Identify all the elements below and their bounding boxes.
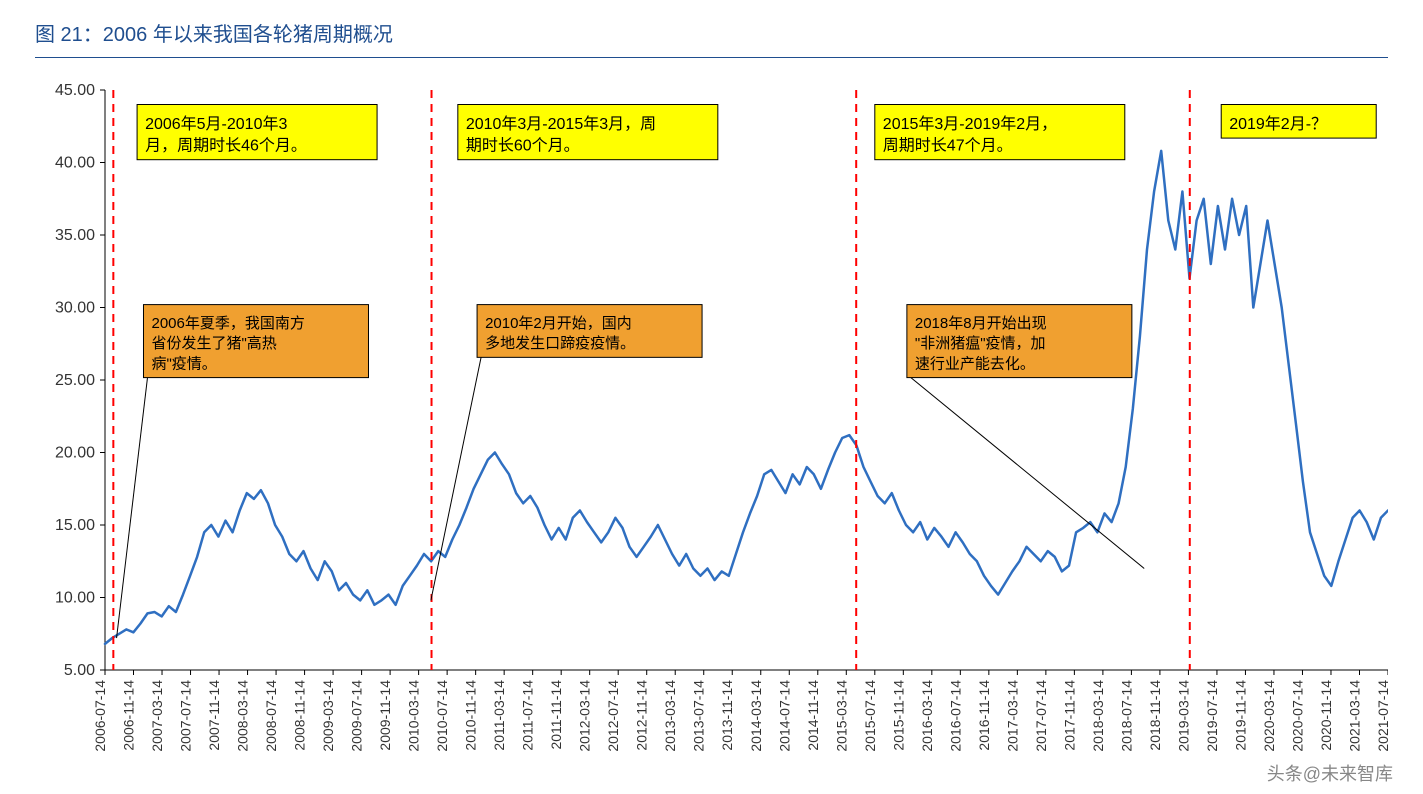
x-tick-label: 2012-03-14 bbox=[577, 680, 593, 752]
x-tick-label: 2008-11-14 bbox=[292, 680, 308, 751]
x-tick-label: 2016-03-14 bbox=[919, 680, 935, 752]
x-tick-label: 2012-11-14 bbox=[634, 680, 650, 751]
x-tick-label: 2021-03-14 bbox=[1346, 680, 1362, 752]
x-tick-label: 2008-07-14 bbox=[263, 680, 279, 752]
period-label-text: 周期时长47个月。 bbox=[883, 136, 1013, 154]
event-callout-text: 2018年8月开始出现 bbox=[915, 315, 1047, 332]
callout-pointer bbox=[117, 378, 148, 638]
x-tick-label: 2013-03-14 bbox=[662, 680, 678, 752]
event-callout-text: 多地发生口蹄疫疫情。 bbox=[485, 335, 635, 352]
event-callout-text: 速行业产能去化。 bbox=[915, 355, 1035, 372]
x-tick-label: 2006-11-14 bbox=[121, 680, 137, 751]
x-tick-label: 2015-11-14 bbox=[890, 680, 906, 751]
x-tick-label: 2017-11-14 bbox=[1061, 680, 1077, 751]
x-tick-label: 2009-03-14 bbox=[320, 680, 336, 752]
x-tick-label: 2020-11-14 bbox=[1318, 680, 1334, 751]
x-tick-label: 2007-03-14 bbox=[149, 680, 165, 752]
x-tick-label: 2011-03-14 bbox=[491, 680, 507, 751]
y-tick-label: 10.00 bbox=[55, 590, 95, 607]
x-tick-label: 2017-03-14 bbox=[1004, 680, 1020, 752]
x-tick-label: 2017-07-14 bbox=[1033, 680, 1049, 752]
chart-container: 5.00 10.00 15.00 20.00 25.00 30.00 35.00 40.00 4… bbox=[35, 60, 1388, 780]
x-tick-label: 2021-07-14 bbox=[1375, 680, 1388, 752]
y-tick-label: 40.00 bbox=[55, 155, 95, 172]
x-tick-label: 2016-07-14 bbox=[947, 680, 963, 752]
x-tick-label: 2015-07-14 bbox=[862, 680, 878, 752]
y-tick-label: 45.00 bbox=[55, 82, 95, 99]
y-tick-label: 30.00 bbox=[55, 300, 95, 317]
period-label-text: 2006年5月-2010年3 bbox=[145, 115, 287, 133]
x-tick-label: 2016-11-14 bbox=[976, 680, 992, 751]
x-tick-label: 2006-07-14 bbox=[92, 680, 108, 752]
x-tick-label: 2007-07-14 bbox=[178, 680, 194, 752]
x-tick-label: 2020-03-14 bbox=[1261, 680, 1277, 752]
chart-title: 图 21：2006 年以来我国各轮猪周期概况 bbox=[35, 18, 1388, 58]
period-label-text: 2015年3月-2019年2月， bbox=[883, 115, 1057, 133]
x-tick-label: 2011-07-14 bbox=[520, 680, 536, 751]
x-tick-label: 2007-11-14 bbox=[206, 680, 222, 751]
x-tick-label: 2010-07-14 bbox=[434, 680, 450, 752]
x-tick-label: 2014-11-14 bbox=[805, 680, 821, 751]
x-tick-label: 2012-07-14 bbox=[605, 680, 621, 752]
x-tick-label: 2019-07-14 bbox=[1204, 680, 1220, 752]
event-callout-text: "非洲猪瘟"疫情，加 bbox=[915, 334, 1046, 352]
y-tick-label: 20.00 bbox=[55, 445, 95, 462]
callout-pointer bbox=[911, 378, 1144, 569]
x-tick-label: 2018-07-14 bbox=[1118, 680, 1134, 752]
x-tick-label: 2010-03-14 bbox=[406, 680, 422, 752]
x-tick-label: 2011-11-14 bbox=[548, 680, 564, 750]
chart-svg: 5.00 10.00 15.00 20.00 25.00 30.00 35.00 40.00 4… bbox=[35, 60, 1388, 780]
x-tick-label: 2019-11-14 bbox=[1232, 680, 1248, 751]
y-tick-label: 5.00 bbox=[64, 662, 95, 679]
x-tick-label: 2009-11-14 bbox=[377, 680, 393, 751]
x-tick-label: 2013-07-14 bbox=[691, 680, 707, 752]
event-callout-text: 省份发生了猪"高热 bbox=[151, 335, 276, 352]
x-tick-label: 2020-07-14 bbox=[1289, 680, 1305, 752]
x-tick-label: 2010-11-14 bbox=[463, 680, 479, 751]
callout-pointer bbox=[431, 357, 481, 600]
y-tick-label: 25.00 bbox=[55, 372, 95, 389]
x-tick-label: 2018-11-14 bbox=[1147, 680, 1163, 751]
x-tick-label: 2015-03-14 bbox=[833, 680, 849, 752]
event-callout-text: 2006年夏季，我国南方 bbox=[151, 315, 304, 332]
x-tick-label: 2014-07-14 bbox=[776, 680, 792, 752]
x-tick-label: 2019-03-14 bbox=[1175, 680, 1191, 752]
y-tick-label: 35.00 bbox=[55, 227, 95, 244]
period-label-text: 2019年2月-？ bbox=[1229, 115, 1327, 133]
x-tick-label: 2009-07-14 bbox=[349, 680, 365, 752]
period-label-text: 2010年3月-2015年3月，周 bbox=[466, 115, 656, 133]
x-tick-label: 2013-11-14 bbox=[719, 680, 735, 751]
period-label-text: 期时长60个月。 bbox=[466, 136, 580, 154]
price-line bbox=[105, 151, 1388, 644]
x-tick-label: 2008-03-14 bbox=[235, 680, 251, 752]
x-tick-label: 2014-03-14 bbox=[748, 680, 764, 752]
event-callout-text: 病"疫情。 bbox=[151, 355, 216, 372]
period-label-text: 月，周期时长46个月。 bbox=[145, 136, 307, 154]
y-tick-label: 15.00 bbox=[55, 517, 95, 534]
event-callout-text: 2010年2月开始，国内 bbox=[485, 315, 632, 332]
x-tick-label: 2018-03-14 bbox=[1090, 680, 1106, 752]
